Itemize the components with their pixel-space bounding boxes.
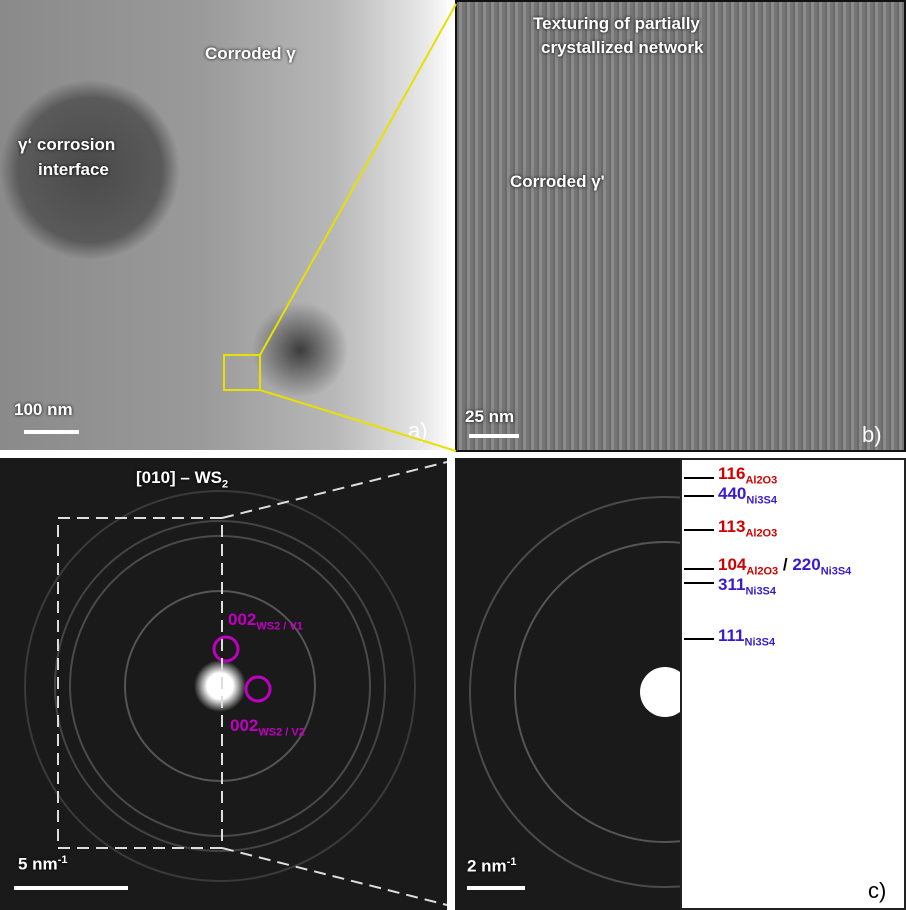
scale-bar-c-right — [467, 886, 525, 890]
spot-label-v1: 002WS2 / V1 — [228, 610, 303, 633]
ring-label: 311Ni3S4 — [718, 575, 777, 598]
ring-index-legend: 116Al2O3 440Ni3S4 113Al2O3 104Al2O3 / 22… — [680, 458, 906, 910]
label-interface-line2: interface — [38, 160, 109, 179]
title-line2: crystallized network — [541, 38, 704, 57]
central-beam-zoom — [640, 667, 680, 717]
label-corroded-gamma-prime: Corroded γ' — [510, 172, 605, 191]
scale-label-a: 100 nm — [14, 400, 73, 419]
spot-label-v2: 002WS2 / V2 — [230, 716, 305, 739]
scale-bar-a — [24, 430, 79, 434]
ring-label: 104Al2O3 / 220Ni3S4 — [718, 555, 852, 578]
scale-label-c-left: 5 nm-1 — [18, 854, 68, 874]
ring-label: 440Ni3S4 — [718, 484, 777, 507]
zoom-region-box — [57, 517, 223, 849]
panel-letter-c: c) — [868, 878, 887, 903]
label-interface-line1: γ‘ corrosion — [18, 135, 116, 154]
panel-c-diffraction-pattern: [010] – WS2 002WS2 / V1 002WS2 / V2 5 nm… — [0, 458, 447, 910]
scale-bar-b — [469, 434, 519, 438]
panel-c-diffraction-zoom: 2 nm-1 — [455, 458, 680, 910]
ring-label: 111Ni3S4 — [718, 626, 776, 649]
panel-a-tem-image: Corroded γ γ‘ corrosion interface 100 nm… — [0, 0, 447, 450]
scale-label-c-right: 2 nm-1 — [467, 856, 517, 876]
label-corroded-gamma: Corroded γ — [205, 44, 296, 63]
diffraction-rings-zoom — [469, 496, 680, 888]
panel-letter-b: b) — [862, 422, 882, 447]
title-line1: Texturing of partially — [533, 14, 700, 33]
ring-label: 116Al2O3 — [718, 464, 778, 487]
panel-letter-a: a) — [408, 418, 428, 443]
circle-spot-v2 — [244, 675, 272, 703]
diffraction-rings — [24, 490, 416, 882]
central-beam — [194, 660, 246, 712]
ring-label: 113Al2O3 — [718, 517, 778, 540]
zone-axis-label: [010] – WS2 — [136, 468, 229, 491]
scale-label-b: 25 nm — [465, 407, 515, 426]
circle-spot-v1 — [212, 635, 240, 663]
scale-bar-c-left — [14, 886, 128, 890]
panel-b-tem-image: Texturing of partially crystallized netw… — [455, 0, 906, 452]
